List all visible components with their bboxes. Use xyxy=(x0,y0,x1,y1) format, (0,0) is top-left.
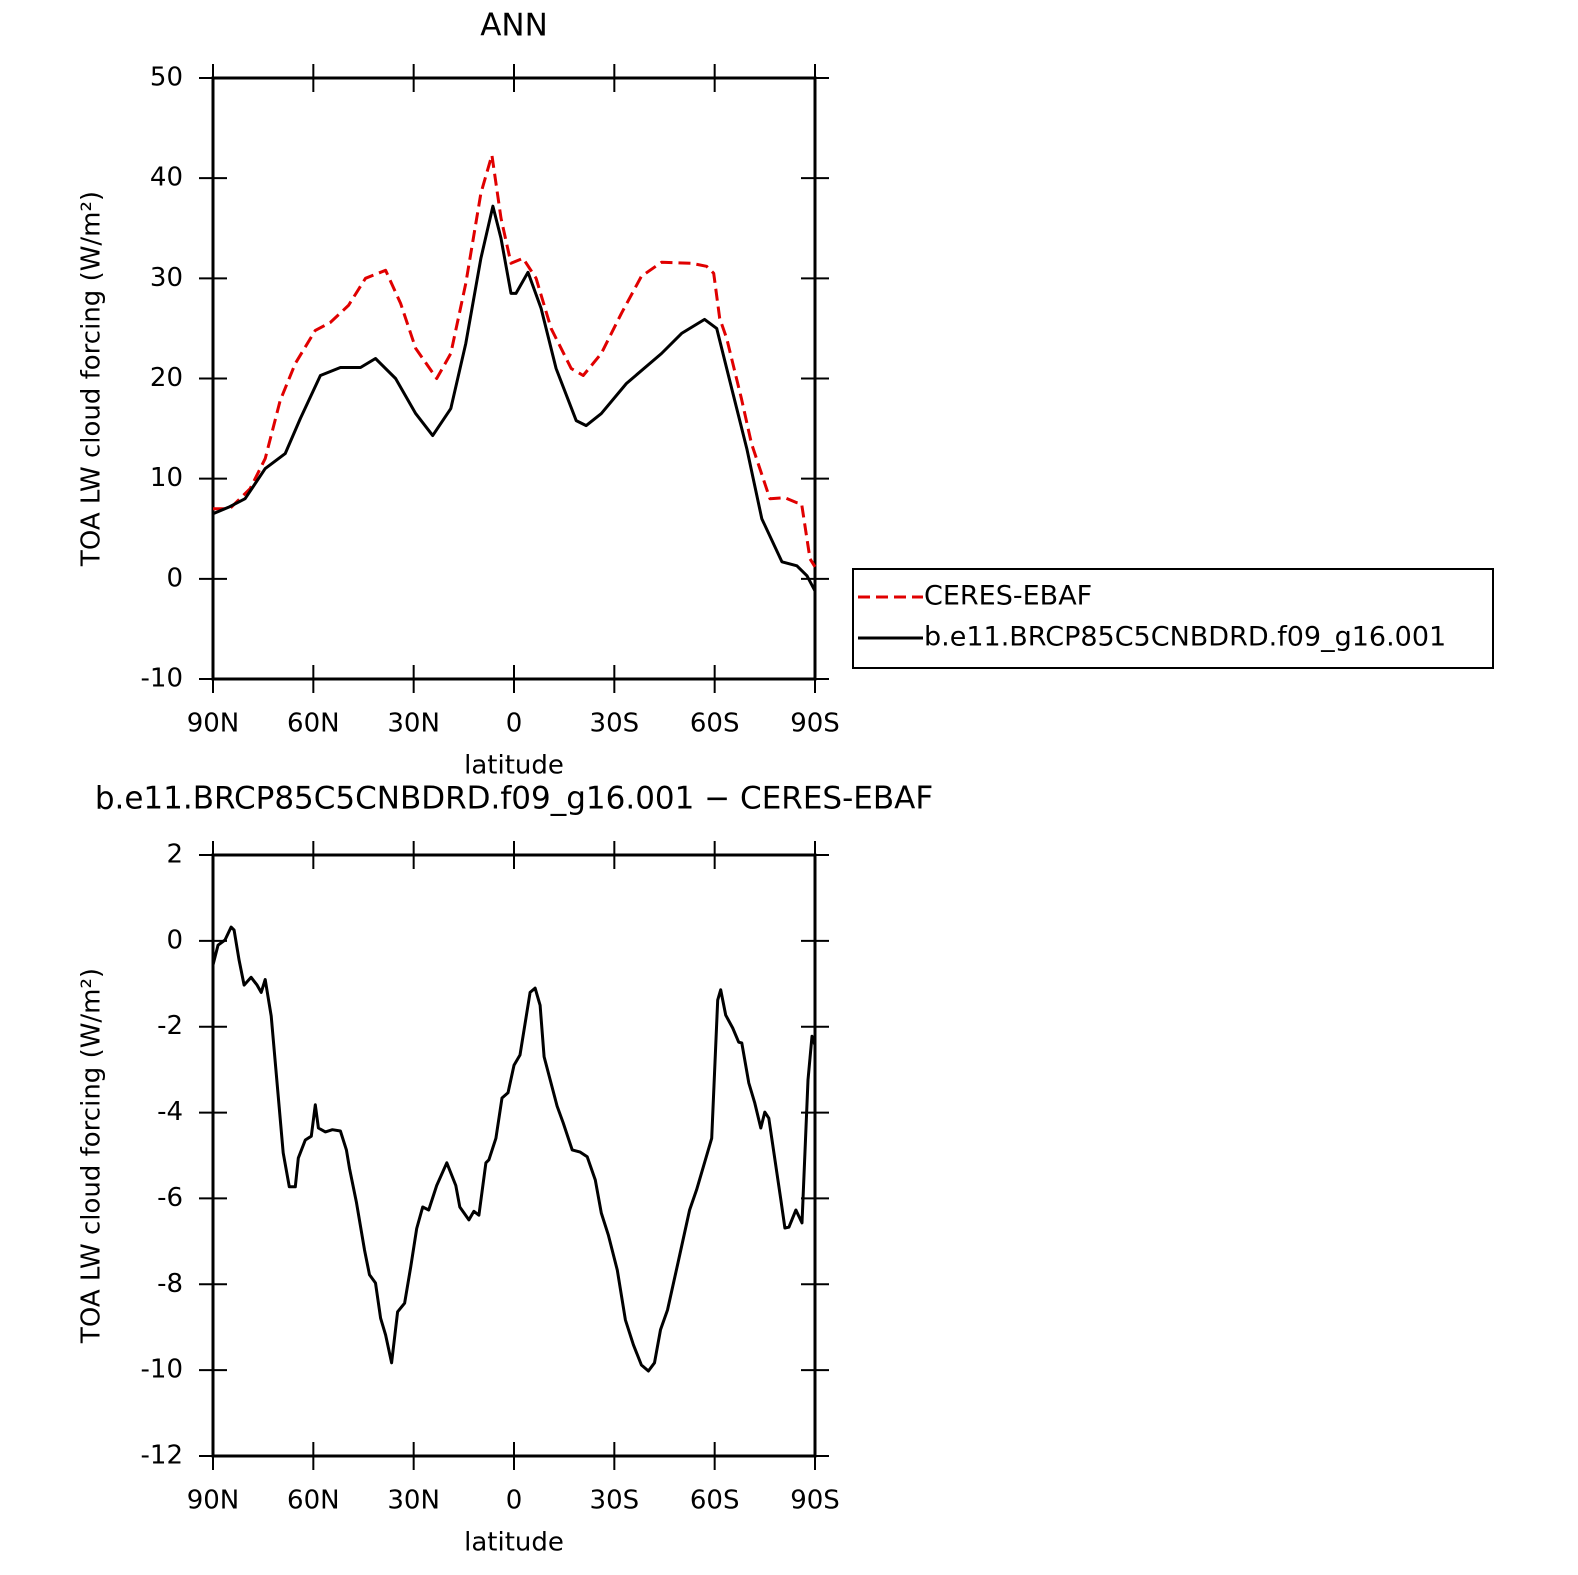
x-tick-label: 30S xyxy=(590,709,640,739)
y-tick-label: 20 xyxy=(150,363,183,393)
y-tick-label: -6 xyxy=(157,1183,183,1213)
x-tick-label: 60S xyxy=(690,1486,740,1516)
plot-frame xyxy=(211,76,817,681)
y-tick-label: -10 xyxy=(141,664,183,694)
x-axis-label: latitude xyxy=(464,751,564,781)
y-tick-label: 10 xyxy=(150,463,183,493)
y-tick-label: 0 xyxy=(166,563,183,593)
data-line xyxy=(212,204,817,592)
x-tick-label: 30N xyxy=(387,1486,440,1516)
y-tick-label: -8 xyxy=(157,1269,183,1299)
x-tick-label: 60N xyxy=(287,1486,340,1516)
y-tick-label: -2 xyxy=(157,1011,183,1041)
legend-box xyxy=(852,568,1494,669)
legend-label: CERES-EBAF xyxy=(924,581,1092,612)
plot-frame xyxy=(211,853,817,1458)
x-tick-label: 90S xyxy=(790,709,840,739)
x-tick-label: 90S xyxy=(790,1486,840,1516)
chart-title: b.e11.BRCP85C5CNBDRD.f09_g16.001 − CERES… xyxy=(95,781,933,817)
y-tick-label: 40 xyxy=(150,163,183,193)
x-tick-label: 90N xyxy=(187,709,240,739)
x-tick-label: 90N xyxy=(187,1486,240,1516)
chart-title: ANN xyxy=(480,8,548,44)
legend-label: b.e11.BRCP85C5CNBDRD.f09_g16.001 xyxy=(924,622,1446,653)
y-tick-label: 2 xyxy=(166,840,183,870)
y-tick-label: -10 xyxy=(141,1355,183,1385)
y-tick-label: 30 xyxy=(150,263,183,293)
y-axis-label: TOA LW cloud forcing (W/m²) xyxy=(77,191,107,567)
y-tick-label: 0 xyxy=(166,925,183,955)
data-line xyxy=(213,153,817,568)
x-tick-label: 30N xyxy=(387,709,440,739)
x-tick-label: 0 xyxy=(506,709,523,739)
x-tick-label: 0 xyxy=(506,1486,523,1516)
y-axis-label: TOA LW cloud forcing (W/m²) xyxy=(77,968,107,1344)
x-tick-label: 60N xyxy=(287,709,340,739)
x-axis-label: latitude xyxy=(464,1528,564,1558)
x-tick-label: 60S xyxy=(690,709,740,739)
y-tick-label: -4 xyxy=(157,1097,183,1127)
y-tick-label: -12 xyxy=(141,1441,183,1471)
x-tick-label: 30S xyxy=(590,1486,640,1516)
data-line xyxy=(211,925,817,1373)
y-tick-label: 50 xyxy=(150,63,183,93)
